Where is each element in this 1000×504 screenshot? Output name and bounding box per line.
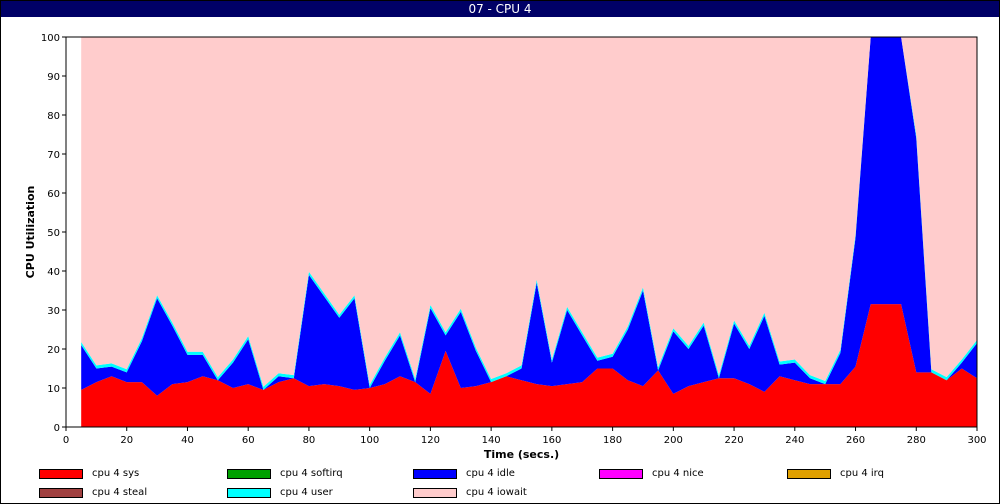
x-tick-label: 240 [785, 435, 804, 446]
x-axis-title: Time (secs.) [484, 448, 559, 461]
legend-swatch [227, 488, 271, 498]
window-title: 07 - CPU 4 [1, 1, 999, 17]
y-tick-label: 90 [47, 72, 60, 83]
x-tick-label: 80 [303, 435, 316, 446]
y-tick-label: 30 [47, 306, 60, 317]
legend-label: cpu 4 iowait [466, 487, 527, 498]
legend-swatch [413, 488, 457, 498]
area-series-7 [81, 37, 977, 387]
y-tick-label: 10 [47, 384, 60, 395]
y-tick-label: 50 [47, 228, 60, 239]
y-tick-label: 60 [47, 189, 60, 200]
y-tick-label: 0 [54, 423, 60, 434]
legend-swatch [39, 488, 83, 498]
area-series-2 [81, 37, 977, 396]
x-tick-label: 220 [725, 435, 744, 446]
legend-swatch [787, 469, 831, 479]
y-tick-label: 20 [47, 345, 60, 356]
y-tick-label: 70 [47, 150, 60, 161]
legend-swatch [413, 469, 457, 479]
x-tick-label: 120 [421, 435, 440, 446]
y-tick-label: 100 [41, 33, 60, 44]
x-tick-label: 100 [360, 435, 379, 446]
x-tick-label: 40 [181, 435, 194, 446]
y-axis-title: CPU Utilization [24, 186, 37, 279]
legend-label: cpu 4 irq [840, 468, 884, 479]
x-tick-label: 180 [603, 435, 622, 446]
x-tick-label: 20 [120, 435, 133, 446]
legend-label: cpu 4 user [280, 487, 333, 498]
legend-label: cpu 4 steal [92, 487, 148, 498]
chart-legend: cpu 4 sys cpu 4 softirq cpu 4 idle cpu 4 ni… [1, 463, 999, 503]
x-tick-label: 260 [846, 435, 865, 446]
x-tick-label: 280 [907, 435, 926, 446]
legend-swatch [39, 469, 83, 479]
chart-areas [81, 37, 977, 427]
x-tick-label: 200 [664, 435, 683, 446]
y-tick-label: 80 [47, 111, 60, 122]
legend-label: cpu 4 idle [466, 468, 515, 479]
legend-swatch [599, 469, 643, 479]
x-tick-label: 140 [482, 435, 501, 446]
chart-axes: 0 10 20 30 40 50 60 70 80 90 100 0 20 40 60 80 100 120 140… [41, 33, 987, 446]
stacked-area-chart: 0 10 20 30 40 50 60 70 80 90 100 0 20 40 60 80 100 120 140… [24, 33, 987, 461]
legend-label: cpu 4 sys [92, 468, 140, 479]
legend-label: cpu 4 nice [652, 468, 704, 479]
legend-label: cpu 4 softirq [280, 468, 343, 479]
legend-swatch [227, 469, 271, 479]
area-series-0 [81, 304, 977, 427]
x-tick-label: 160 [542, 435, 561, 446]
y-tick-label: 40 [47, 267, 60, 278]
x-tick-label: 60 [242, 435, 255, 446]
x-tick-label: 0 [63, 435, 69, 446]
x-tick-label: 300 [967, 435, 986, 446]
